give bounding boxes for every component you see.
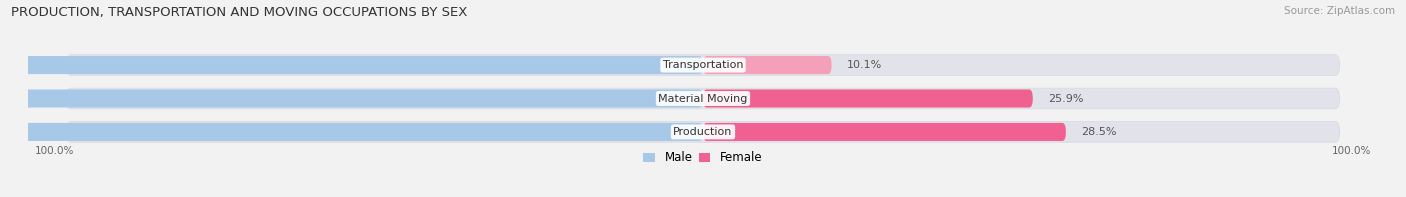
FancyBboxPatch shape [703,89,1033,108]
Text: Transportation: Transportation [662,60,744,70]
FancyBboxPatch shape [66,55,1340,75]
FancyBboxPatch shape [703,56,831,74]
FancyBboxPatch shape [66,122,1340,142]
Text: 100.0%: 100.0% [35,146,75,156]
Text: Source: ZipAtlas.com: Source: ZipAtlas.com [1284,6,1395,16]
Text: Production: Production [673,127,733,137]
Text: 28.5%: 28.5% [1081,127,1116,137]
Text: 25.9%: 25.9% [1047,94,1084,103]
Text: 10.1%: 10.1% [846,60,882,70]
Text: 100.0%: 100.0% [1331,146,1371,156]
FancyBboxPatch shape [0,123,703,141]
FancyBboxPatch shape [66,88,1340,109]
FancyBboxPatch shape [0,56,703,74]
FancyBboxPatch shape [0,89,703,108]
Text: PRODUCTION, TRANSPORTATION AND MOVING OCCUPATIONS BY SEX: PRODUCTION, TRANSPORTATION AND MOVING OC… [11,6,468,19]
Legend: Male, Female: Male, Female [644,151,762,164]
Text: Material Moving: Material Moving [658,94,748,103]
FancyBboxPatch shape [703,123,1066,141]
